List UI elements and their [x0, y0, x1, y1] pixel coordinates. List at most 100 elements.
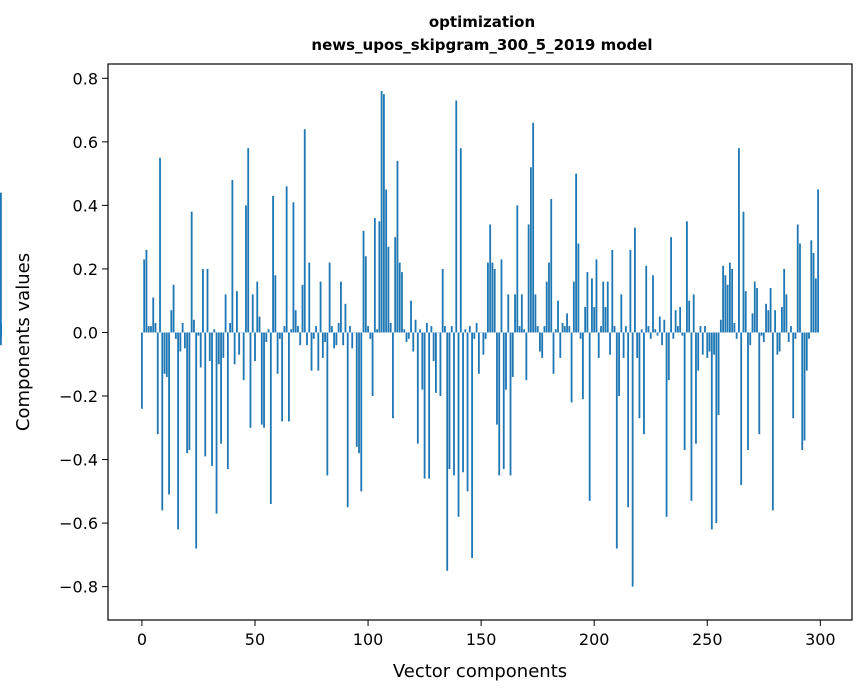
- bar: [482, 332, 484, 354]
- bar: [736, 332, 738, 338]
- bar: [302, 285, 304, 333]
- bar: [668, 332, 670, 380]
- bar: [715, 332, 717, 523]
- bar: [731, 269, 733, 333]
- bar: [146, 250, 148, 333]
- bar: [345, 304, 347, 333]
- bar: [650, 332, 652, 338]
- y-axis-label: Components values: [13, 253, 34, 431]
- bar: [229, 323, 231, 333]
- bar: [170, 310, 172, 332]
- bar: [453, 332, 455, 475]
- x-tick-label: 300: [805, 630, 836, 649]
- bar: [265, 332, 267, 342]
- y-tick-label: 0.8: [73, 69, 98, 88]
- bar: [419, 329, 421, 332]
- bar: [295, 310, 297, 332]
- bar: [360, 332, 362, 491]
- bar: [331, 326, 333, 332]
- bar: [207, 269, 209, 333]
- bar: [401, 272, 403, 332]
- bar: [817, 190, 819, 333]
- bar: [557, 301, 559, 333]
- bar: [641, 329, 643, 332]
- bar: [781, 307, 783, 332]
- bar: [607, 282, 609, 333]
- bar: [577, 244, 579, 333]
- bar: [749, 332, 751, 345]
- bar: [455, 101, 457, 333]
- bar: [277, 332, 279, 373]
- bar: [754, 282, 756, 333]
- bar: [722, 266, 724, 333]
- bar: [342, 332, 344, 345]
- bar: [562, 323, 564, 333]
- bar: [528, 224, 530, 332]
- bar: [462, 332, 464, 472]
- bar: [688, 301, 690, 333]
- bar: [329, 263, 331, 333]
- bar: [700, 326, 702, 332]
- bar: [510, 332, 512, 475]
- bar: [478, 332, 480, 373]
- bar: [209, 332, 211, 361]
- bar: [580, 332, 582, 338]
- bar: [559, 332, 561, 357]
- bar: [670, 237, 672, 332]
- bar: [349, 326, 351, 332]
- bar: [324, 332, 326, 342]
- bar: [779, 332, 781, 351]
- bar: [446, 332, 448, 570]
- bar: [654, 329, 656, 332]
- bar: [471, 332, 473, 558]
- bar: [548, 263, 550, 333]
- bar: [727, 285, 729, 333]
- bar: [756, 288, 758, 332]
- x-tick-label: 100: [353, 630, 384, 649]
- bar: [227, 332, 229, 469]
- x-tick-label: 250: [692, 630, 723, 649]
- bar: [575, 174, 577, 333]
- bar: [408, 332, 410, 338]
- bar: [451, 326, 453, 332]
- bar: [657, 332, 659, 335]
- bar: [729, 263, 731, 333]
- bar: [503, 332, 505, 469]
- bar: [435, 332, 437, 392]
- bar: [372, 332, 374, 396]
- bar: [485, 332, 487, 338]
- bar: [786, 294, 788, 332]
- bar: [541, 332, 543, 357]
- y-tick-label: 0.2: [73, 260, 98, 279]
- bar: [281, 332, 283, 421]
- bar: [184, 332, 186, 348]
- bar: [555, 329, 557, 332]
- bar: [713, 332, 715, 354]
- bar: [745, 291, 747, 332]
- bar: [333, 332, 335, 348]
- bar: [740, 332, 742, 485]
- bar: [776, 332, 778, 354]
- bar: [609, 332, 611, 354]
- bar: [243, 332, 245, 380]
- bar: [365, 256, 367, 332]
- bar: [790, 326, 792, 332]
- y-tick-label: 0.4: [73, 196, 98, 215]
- bar: [274, 275, 276, 332]
- bar: [614, 326, 616, 332]
- bar: [155, 323, 157, 333]
- bar: [317, 332, 319, 370]
- bar: [175, 332, 177, 338]
- bar: [424, 332, 426, 478]
- bar: [270, 332, 272, 504]
- bar: [639, 332, 641, 418]
- bar: [234, 332, 236, 364]
- bar: [677, 326, 679, 332]
- bar: [804, 332, 806, 440]
- bar: [236, 291, 238, 332]
- bar: [643, 332, 645, 434]
- bar: [173, 285, 175, 333]
- bar: [166, 332, 168, 376]
- y-tick-label: −0.8: [59, 578, 98, 597]
